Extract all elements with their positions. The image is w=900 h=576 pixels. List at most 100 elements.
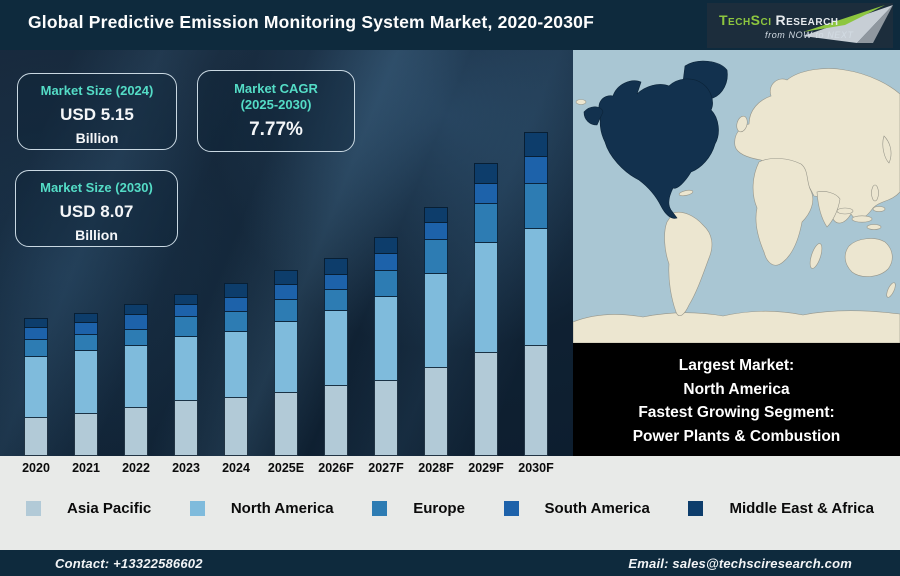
- legend-label: Middle East & Africa: [729, 500, 874, 517]
- bar-segment-north-america: [24, 357, 48, 418]
- bar-segment-middle-east-africa: [24, 318, 48, 328]
- bar-segment-middle-east-africa: [224, 283, 248, 298]
- callout-line: Fastest Growing Segment:: [638, 404, 835, 421]
- callout-line: Power Plants & Combustion: [632, 427, 841, 445]
- info-box-unit: Billion: [75, 226, 118, 243]
- bar-segment-asia-pacific: [274, 393, 298, 456]
- bar-column-2020: [11, 111, 61, 456]
- bar-column-2024: [211, 111, 261, 456]
- bar-segment-middle-east-africa: [174, 294, 198, 305]
- bar-segment-europe: [174, 317, 198, 337]
- x-axis-label-2028f: 2028F: [418, 461, 454, 475]
- bar-segment-south-america: [274, 285, 298, 300]
- bar-segment-north-america: [124, 346, 148, 408]
- bar-segment-europe: [24, 340, 48, 357]
- stacked-bar-chart: [0, 111, 573, 456]
- info-box-market-size-2024: Market Size (2024) USD 5.15 Billion: [17, 73, 177, 150]
- bar-segment-middle-east-africa: [124, 304, 148, 315]
- bar-column-2027f: [361, 111, 411, 456]
- stacked-bar-2023: [174, 294, 198, 456]
- bar-segment-middle-east-africa: [374, 237, 398, 254]
- legend-swatch-europe: [372, 501, 388, 516]
- bar-segment-south-america: [424, 223, 448, 240]
- stacked-bar-2022: [124, 304, 148, 456]
- techsci-logo: TechSci Research from NOW to NEXT: [707, 3, 893, 48]
- legend-label: South America: [544, 500, 650, 517]
- stacked-bar-2029f: [474, 163, 498, 456]
- bar-segment-north-america: [324, 311, 348, 386]
- bar-segment-middle-east-africa: [324, 258, 348, 275]
- bar-column-2030f: [511, 111, 561, 456]
- stacked-bar-2026f: [324, 258, 348, 456]
- bar-segment-north-america: [274, 322, 298, 393]
- bar-segment-europe: [124, 330, 148, 346]
- page-title: Global Predictive Emission Monitoring Sy…: [28, 12, 594, 32]
- x-axis-label-2020: 2020: [22, 461, 50, 475]
- bar-segment-europe: [324, 290, 348, 311]
- logo-tagline: from NOW to NEXT: [765, 30, 854, 40]
- world-map-graphic: [573, 50, 900, 343]
- bar-segment-north-america: [474, 243, 498, 353]
- main-content: Market Size (2024) USD 5.15 Billion Mark…: [0, 50, 900, 456]
- x-axis-label-2029f: 2029F: [468, 461, 504, 475]
- info-box-title: Market Size (2024): [40, 83, 154, 98]
- bar-segment-asia-pacific: [424, 368, 448, 456]
- chart-panel: Market Size (2024) USD 5.15 Billion Mark…: [0, 50, 573, 456]
- legend-item-asia-pacific: Asia Pacific: [26, 500, 151, 517]
- right-column: Largest Market: North America Fastest Gr…: [573, 50, 900, 456]
- legend-swatch-south-america: [503, 501, 519, 516]
- logo-brand-primary: TechSci: [719, 12, 772, 28]
- legend-item-south-america: South America: [503, 500, 650, 517]
- bar-segment-south-america: [524, 157, 548, 184]
- info-box-value: USD 8.07: [59, 201, 134, 221]
- info-box-value: 7.77%: [249, 119, 303, 140]
- info-box-unit: Billion: [75, 129, 119, 146]
- bar-segment-south-america: [24, 328, 48, 340]
- stacked-bar-2027f: [374, 237, 398, 456]
- bar-segment-middle-east-africa: [524, 132, 548, 157]
- bar-column-2029f: [461, 111, 511, 456]
- bar-segment-south-america: [474, 184, 498, 204]
- bar-column-2028f: [411, 111, 461, 456]
- legend-item-europe: Europe: [372, 500, 465, 517]
- bar-segment-north-america: [374, 297, 398, 381]
- bar-column-2022: [111, 111, 161, 456]
- legend-label: Europe: [413, 500, 465, 517]
- x-axis-label-2024: 2024: [222, 461, 250, 475]
- bar-column-2026f: [311, 111, 361, 456]
- bar-segment-north-america: [74, 351, 98, 414]
- bar-segment-europe: [524, 184, 548, 229]
- bar-segment-north-america: [424, 274, 448, 368]
- header: Global Predictive Emission Monitoring Sy…: [0, 0, 900, 50]
- bar-segment-asia-pacific: [224, 398, 248, 456]
- bar-segment-europe: [274, 300, 298, 322]
- bar-segment-middle-east-africa: [424, 207, 448, 223]
- info-box-title-line2: (2025-2030): [240, 96, 312, 112]
- bar-segment-south-america: [374, 254, 398, 271]
- legend-label: Asia Pacific: [67, 500, 152, 517]
- chart-legend: Asia Pacific North America Europe South Ame…: [0, 500, 900, 517]
- bar-segment-north-america: [174, 337, 198, 401]
- bar-segment-south-america: [324, 275, 348, 290]
- bar-segment-south-america: [124, 315, 148, 330]
- bar-segment-south-america: [74, 323, 98, 335]
- x-axis-label-2023: 2023: [172, 461, 200, 475]
- bar-column-2025e: [261, 111, 311, 456]
- legend-swatch-middle-east-africa: [688, 501, 704, 516]
- stacked-bar-2020: [24, 318, 48, 456]
- x-axis-label-2027f: 2027F: [368, 461, 404, 475]
- world-map: [573, 50, 900, 343]
- bar-segment-asia-pacific: [174, 401, 198, 456]
- legend-item-middle-east-africa: Middle East & Africa: [688, 500, 874, 517]
- bottom-strip: 2020 2021 2022 2023 2024 2025E 2026F 2027F 2028F…: [0, 456, 900, 550]
- callout-line: Largest Market:: [678, 357, 795, 374]
- x-axis-labels: 2020 2021 2022 2023 2024 2025E 2026F 2027F 2028F…: [0, 456, 573, 475]
- stacked-bar-2028f: [424, 207, 448, 456]
- legend-swatch-asia-pacific: [26, 501, 41, 516]
- stacked-bar-2025e: [274, 270, 298, 456]
- bar-segment-south-america: [174, 305, 198, 317]
- logo-brand-secondary: Research: [775, 12, 839, 28]
- footer-email: Email: sales@techsciresearch.com: [628, 555, 852, 571]
- footer-contact: Contact: +13322586602: [55, 555, 203, 571]
